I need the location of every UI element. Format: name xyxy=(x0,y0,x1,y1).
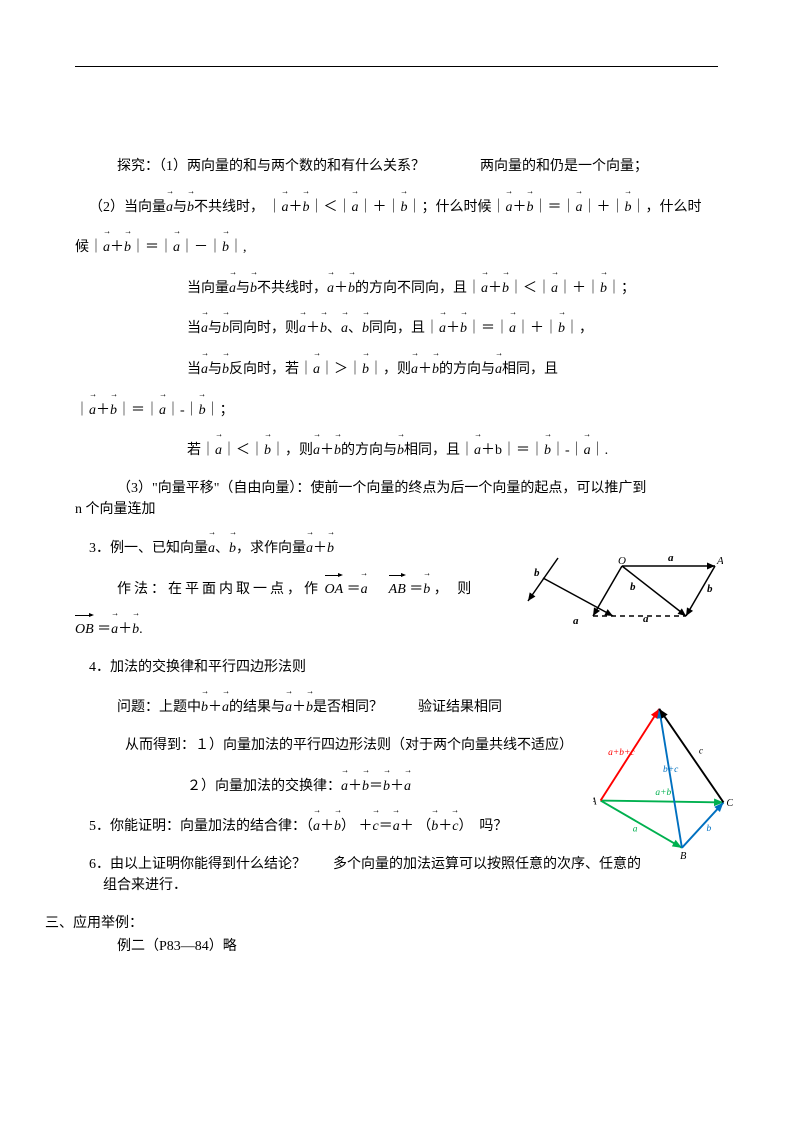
top-rule xyxy=(75,66,718,67)
figure-tetrahedron: aa+ba+b+cbb+ccABCD xyxy=(593,706,733,862)
svg-text:b: b xyxy=(706,824,711,834)
svg-text:a+b+c: a+b+c xyxy=(608,748,635,758)
para-s4-title: 4．加法的交换律和平行四边形法则 xyxy=(75,658,718,678)
q1-text: 探究：（1）两向量的和与两个数的和有什么关系？ xyxy=(117,159,425,174)
svg-text:A: A xyxy=(593,796,597,807)
para-s6-line2: 组合来进行． xyxy=(75,876,718,896)
para-case3-line1: 当a与b反向时，若｜a｜＞｜b｜，则a＋b的方向与a相同，且 xyxy=(75,357,718,380)
svg-text:b+c: b+c xyxy=(663,765,679,775)
svg-text:a: a xyxy=(573,615,579,627)
para-case3-line2: ｜a＋b｜＝｜a｜-｜b｜； xyxy=(75,398,718,421)
svg-text:a: a xyxy=(668,556,674,564)
para-app-eg: 例二（P83—84）略 xyxy=(75,937,718,957)
para-q1: 探究：（1）两向量的和与两个数的和有什么关系？ 两向量的和仍是一个向量； xyxy=(75,157,718,177)
q1-answer: 两向量的和仍是一个向量； xyxy=(480,159,648,174)
para-s4-rule2: ２）向量加法的交换律：a＋b＝b＋a xyxy=(75,774,585,797)
para-s3-method: 作法：在平面内取一点，作 OA ＝a AB ＝b ， 则 xyxy=(75,577,475,600)
svg-text:B: B xyxy=(680,851,687,862)
svg-text:a: a xyxy=(643,613,649,625)
para-s4-q: 问题：上题中b＋a的结果与a＋b是否相同？ 验证结果相同 xyxy=(75,695,585,718)
para-s4-rule1: 从而得到：１）向量加法的平行四边形法则（对于两个向量共线不适应） xyxy=(75,736,585,756)
svg-text:b: b xyxy=(630,581,636,593)
para-case4: 若｜a｜＜｜b｜，则a＋b的方向与b相同，且｜a＋b｜＝｜b｜-｜a｜. xyxy=(75,438,718,461)
para-q3-line2: n 个向量连加 xyxy=(75,500,718,520)
vec-a: a xyxy=(166,195,173,218)
svg-text:O: O xyxy=(618,556,626,567)
svg-text:b: b xyxy=(534,567,540,579)
para-case1: 当向量a与b不共线时，a＋b的方向不同向，且｜a＋b｜＜｜a｜＋｜b｜； xyxy=(75,276,718,299)
vec-b: b xyxy=(187,195,194,218)
vec-AB: AB xyxy=(389,577,406,600)
para-q2-line1: （2）当向量a与b不共线时， ｜a＋b｜＜｜a｜＋｜b｜；什么时候｜a＋b｜＝｜… xyxy=(75,195,718,218)
svg-text:a+b: a+b xyxy=(655,788,671,798)
para-case2: 当a与b同向时，则a＋b、a、b同向，且｜a＋b｜＝｜a｜＋｜b｜， xyxy=(75,316,718,339)
svg-text:A: A xyxy=(716,556,723,567)
para-app-title: 三、应用举例： xyxy=(45,914,718,934)
svg-text:c: c xyxy=(699,746,704,756)
svg-text:a: a xyxy=(633,825,638,835)
para-s3-title: 3．例一、已知向量a、b，求作向量a＋b xyxy=(75,536,475,559)
svg-text:b: b xyxy=(707,583,713,595)
vec-OB: OB xyxy=(75,617,94,640)
figure-parallelogram: a b a b b a O A xyxy=(503,556,723,646)
para-q3-line1: （3）"向量平移"（自由向量）：使前一个向量的终点为后一个向量的起点，可以推广到 xyxy=(75,479,718,499)
svg-text:C: C xyxy=(726,798,733,809)
para-q2-line2: 候｜a＋b｜＝｜a｜－｜b｜, xyxy=(75,235,718,258)
vec-OA: OA xyxy=(325,577,344,600)
